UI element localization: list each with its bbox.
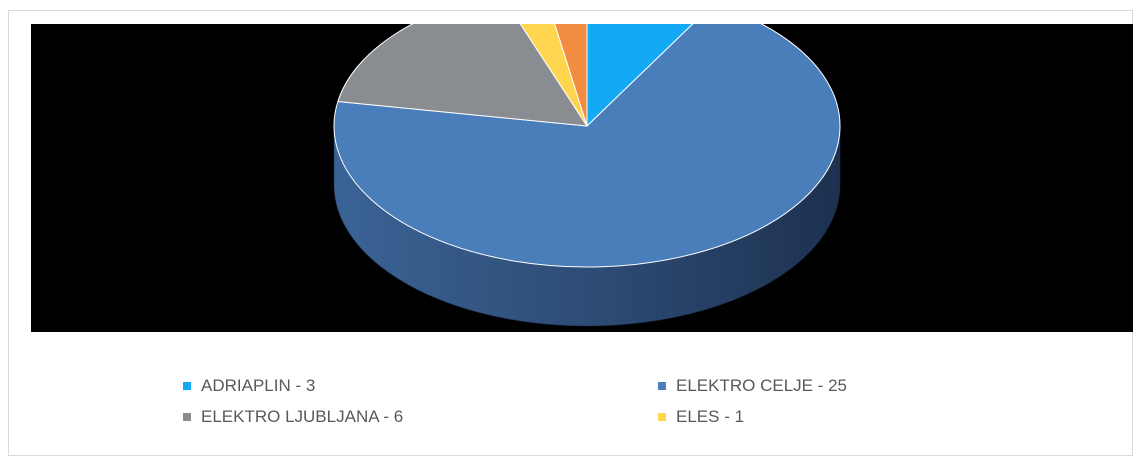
pie-slice-4 [504, 0, 588, 127]
legend: ADRIAPLIN - 3 ELEKTRO CELJE - 25 ELEKTRO… [0, 376, 1135, 436]
legend-swatch-adriaplin [183, 382, 191, 390]
pie-chart [333, 0, 841, 327]
legend-item-eles: ELES - 1 [658, 407, 744, 427]
legend-label-adriaplin: ADRIAPLIN - 3 [201, 376, 316, 395]
legend-swatch-elektro-ljubljana [183, 413, 191, 421]
pie-slice-2 [333, 3, 841, 268]
pie-slices [333, 0, 841, 327]
legend-label-elektro-ljubljana: ELEKTRO LJUBLJANA - 6 [201, 407, 404, 426]
legend-swatch-elektro-celje [658, 382, 666, 390]
plot-area [31, 0, 1133, 332]
legend-swatch-eles [658, 413, 666, 421]
legend-item-elektro-celje: ELEKTRO CELJE - 25 [658, 376, 847, 396]
legend-item-adriaplin: ADRIAPLIN - 3 [183, 376, 315, 396]
legend-label-elektro-celje: ELEKTRO CELJE - 25 [676, 376, 848, 395]
legend-label-eles: ELES - 1 [676, 407, 745, 426]
pie-slice-5 [546, 0, 588, 127]
legend-item-elektro-ljubljana: ELEKTRO LJUBLJANA - 6 [183, 407, 403, 427]
